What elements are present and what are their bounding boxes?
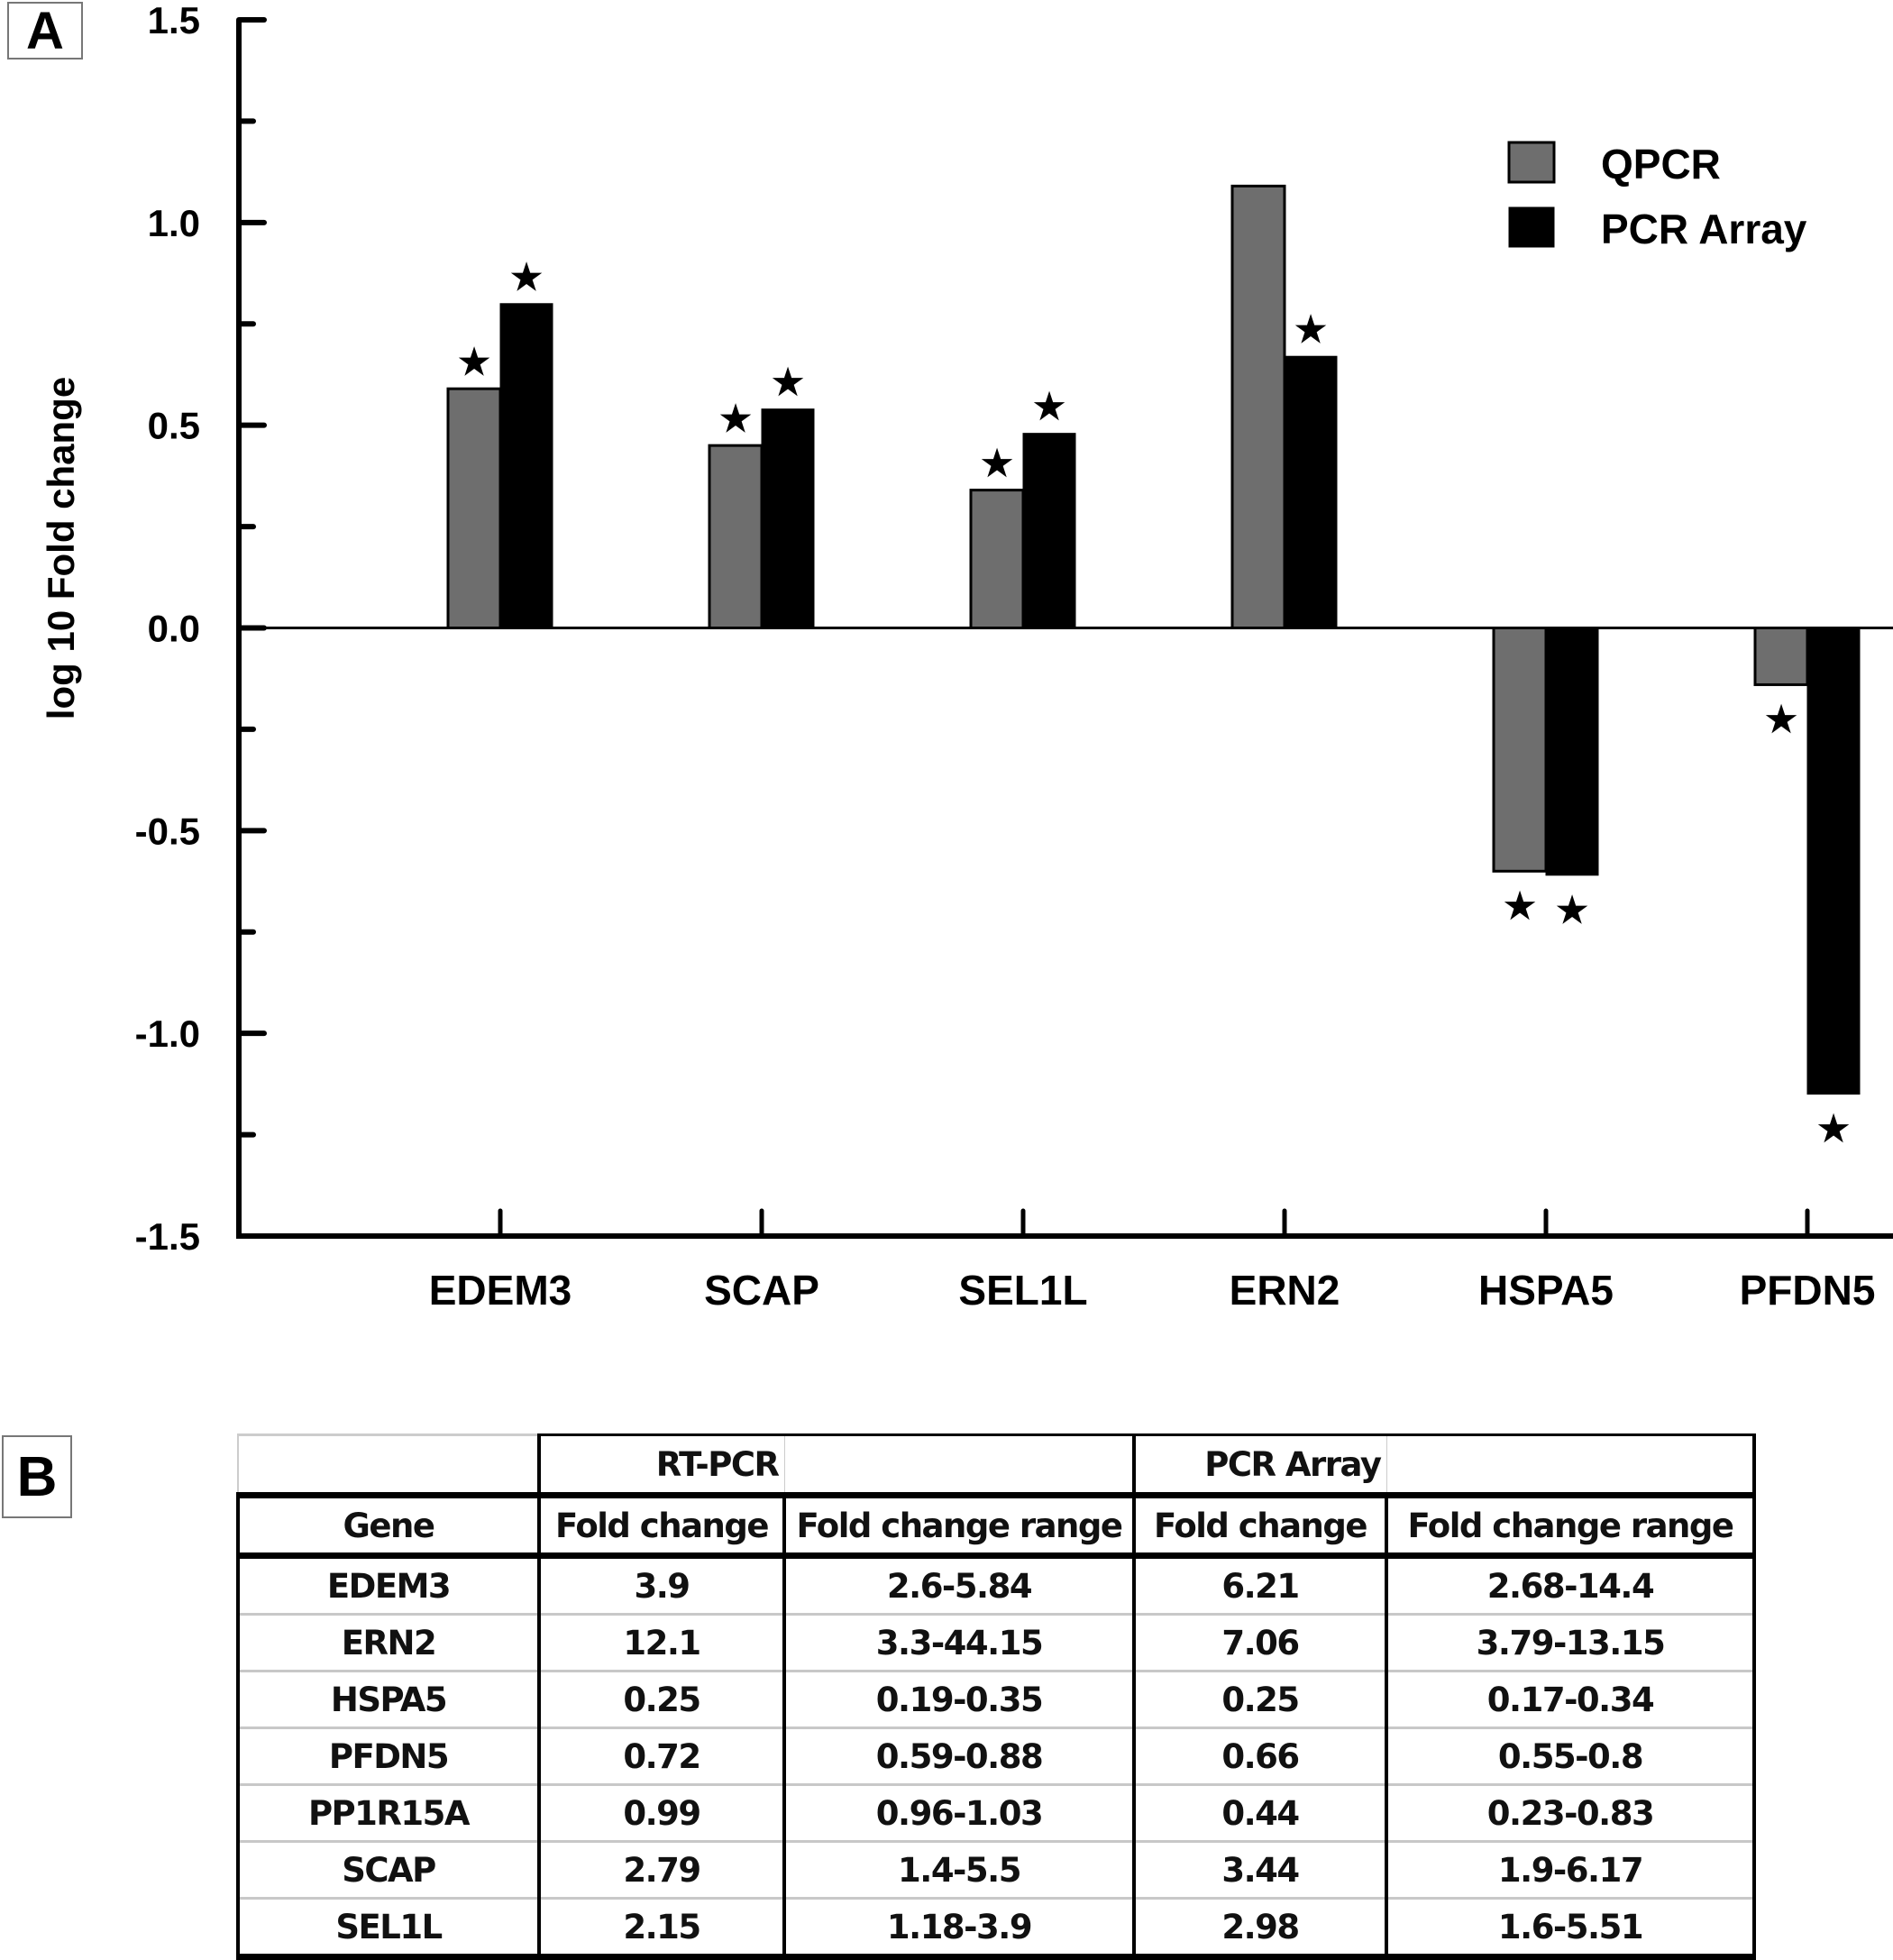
y-axis-label: log 10 Fold change — [40, 377, 82, 719]
x-tick-label: HSPA5 — [1478, 1267, 1614, 1314]
gene-cell: PFDN5 — [236, 1727, 541, 1786]
value-cell: 2.79 — [537, 1841, 786, 1900]
value-cell: 0.66 — [1132, 1727, 1388, 1786]
gene-cell: EDEM3 — [236, 1555, 541, 1616]
bar-pcr-array-scap — [761, 408, 815, 628]
y-tick-label: 0.5 — [148, 405, 200, 447]
gene-cell: PP1R15A — [236, 1784, 541, 1843]
significance-markers: ★ ★ ★ ★ ★ ★ ★ ★ ★ ★ ★ — [458, 258, 1850, 1149]
significance-star-icon: ★ — [772, 363, 804, 403]
value-cell: 3.9 — [537, 1555, 786, 1616]
value-cell: 6.21 — [1132, 1555, 1388, 1616]
legend: QPCR PCR Array — [1507, 141, 1807, 252]
value-cell: 2.6-5.84 — [782, 1555, 1136, 1616]
bar-pcr-array-sel1l — [1022, 433, 1076, 628]
significance-star-icon: ★ — [719, 399, 752, 439]
y-tick-label: 0.0 — [148, 608, 200, 650]
group-header-pcr-array: PCR Array — [1132, 1433, 1387, 1498]
value-cell: 0.55-0.8 — [1385, 1727, 1756, 1786]
legend-swatch-0 — [1507, 141, 1556, 184]
bar-qpcr-sel1l — [969, 489, 1025, 630]
value-cell: 0.23-0.83 — [1385, 1784, 1756, 1843]
column-header: Gene — [236, 1495, 541, 1559]
y-tick-label: -0.5 — [135, 810, 200, 852]
value-cell: 12.1 — [537, 1614, 786, 1672]
column-header: Fold change — [1132, 1495, 1388, 1559]
group-header-rt-pcr: RT-PCR — [537, 1433, 785, 1498]
significance-star-icon: ★ — [981, 444, 1013, 484]
bar-pcr-array-hspa5 — [1545, 627, 1599, 876]
column-header: Fold change — [537, 1495, 786, 1559]
significance-star-icon: ★ — [1033, 388, 1065, 427]
significance-star-icon: ★ — [1817, 1110, 1850, 1149]
value-cell: 0.96-1.03 — [782, 1784, 1136, 1843]
group-header-blank — [783, 1433, 1136, 1498]
column-header: Fold change range — [1385, 1495, 1756, 1559]
axes: 1.5 1.0 0.5 0.0 -0.5 -1.0 -1.5 EDEM3 SCAP SEL1L ER… — [135, 0, 1893, 1314]
value-cell: 0.99 — [537, 1784, 786, 1843]
significance-star-icon: ★ — [458, 343, 490, 382]
x-tick-label: SEL1L — [958, 1267, 1087, 1314]
table-row: SCAP 2.79 1.4-5.5 3.44 1.9-6.17 — [236, 1841, 1756, 1900]
x-tick-label: SCAP — [704, 1267, 819, 1314]
bar-qpcr-pfdn5 — [1753, 627, 1809, 686]
value-cell: 3.3-44.15 — [782, 1614, 1136, 1672]
significance-star-icon: ★ — [1504, 886, 1536, 926]
bar-chart: 1.5 1.0 0.5 0.0 -0.5 -1.0 -1.5 EDEM3 SCAP SEL1L ER… — [40, 0, 1893, 1314]
fold-change-table: RT-PCR PCR Array Gene Fold change Fold chang… — [236, 1433, 1756, 1960]
value-cell: 0.72 — [537, 1727, 786, 1786]
y-tick-label: -1.5 — [135, 1215, 200, 1258]
value-cell: 3.44 — [1132, 1841, 1388, 1900]
bars — [446, 184, 1861, 1095]
table-group-header-row: RT-PCR PCR Array — [237, 1433, 1756, 1498]
value-cell: 0.17-0.34 — [1385, 1671, 1756, 1729]
gene-cell: SCAP — [236, 1841, 541, 1900]
gene-cell: HSPA5 — [236, 1671, 541, 1729]
panel-label-b: B — [2, 1435, 72, 1518]
legend-swatch-1 — [1508, 206, 1555, 248]
y-tick-label: -1.0 — [135, 1012, 200, 1055]
bar-qpcr-scap — [708, 444, 764, 629]
group-header-blank — [1385, 1433, 1756, 1498]
significance-star-icon: ★ — [1556, 891, 1588, 930]
significance-star-icon: ★ — [1294, 310, 1327, 350]
legend-label-0: QPCR — [1601, 141, 1721, 188]
x-tick-label: EDEM3 — [429, 1267, 572, 1314]
group-header-blank — [237, 1433, 541, 1498]
value-cell: 0.59-0.88 — [782, 1727, 1136, 1786]
value-cell: 0.25 — [1132, 1671, 1388, 1729]
bar-qpcr-edem3 — [446, 387, 502, 629]
value-cell: 3.79-13.15 — [1385, 1614, 1756, 1672]
bar-qpcr-hspa5 — [1492, 627, 1548, 873]
bar-pcr-array-pfdn5 — [1806, 627, 1861, 1095]
bar-pcr-array-ern2 — [1284, 355, 1338, 628]
value-cell: 0.19-0.35 — [782, 1671, 1136, 1729]
table-row: PP1R15A 0.99 0.96-1.03 0.44 0.23-0.83 — [236, 1784, 1756, 1843]
value-cell: 0.25 — [537, 1671, 786, 1729]
x-tick-label: PFDN5 — [1740, 1267, 1876, 1314]
table-row: HSPA5 0.25 0.19-0.35 0.25 0.17-0.34 — [236, 1671, 1756, 1729]
value-cell: 1.9-6.17 — [1385, 1841, 1756, 1900]
bar-qpcr-ern2 — [1230, 184, 1286, 629]
significance-star-icon: ★ — [510, 258, 543, 298]
panel-label-a: A — [7, 2, 83, 60]
table-row: EDEM3 3.9 2.6-5.84 6.21 2.68-14.4 — [236, 1555, 1756, 1616]
table-row: ERN2 12.1 3.3-44.15 7.06 3.79-13.15 — [236, 1614, 1756, 1672]
gene-cell: ERN2 — [236, 1614, 541, 1672]
value-cell: 0.44 — [1132, 1784, 1388, 1843]
bar-pcr-array-edem3 — [499, 303, 553, 628]
x-tick-label: ERN2 — [1230, 1267, 1340, 1314]
value-cell: 2.68-14.4 — [1385, 1555, 1756, 1616]
fold-change-table-wrapper: RT-PCR PCR Array Gene Fold change Fold chang… — [236, 1433, 1756, 1960]
y-tick-label: 1.0 — [148, 202, 200, 244]
value-cell: 7.06 — [1132, 1614, 1388, 1672]
significance-star-icon: ★ — [1765, 700, 1797, 739]
column-header: Fold change range — [782, 1495, 1136, 1559]
value-cell: 1.4-5.5 — [782, 1841, 1136, 1900]
table-header-row: Gene Fold change Fold change range Fold cha… — [236, 1495, 1756, 1559]
table-row: PFDN5 0.72 0.59-0.88 0.66 0.55-0.8 — [236, 1727, 1756, 1786]
legend-label-1: PCR Array — [1601, 206, 1807, 252]
y-tick-label: 1.5 — [148, 0, 200, 41]
